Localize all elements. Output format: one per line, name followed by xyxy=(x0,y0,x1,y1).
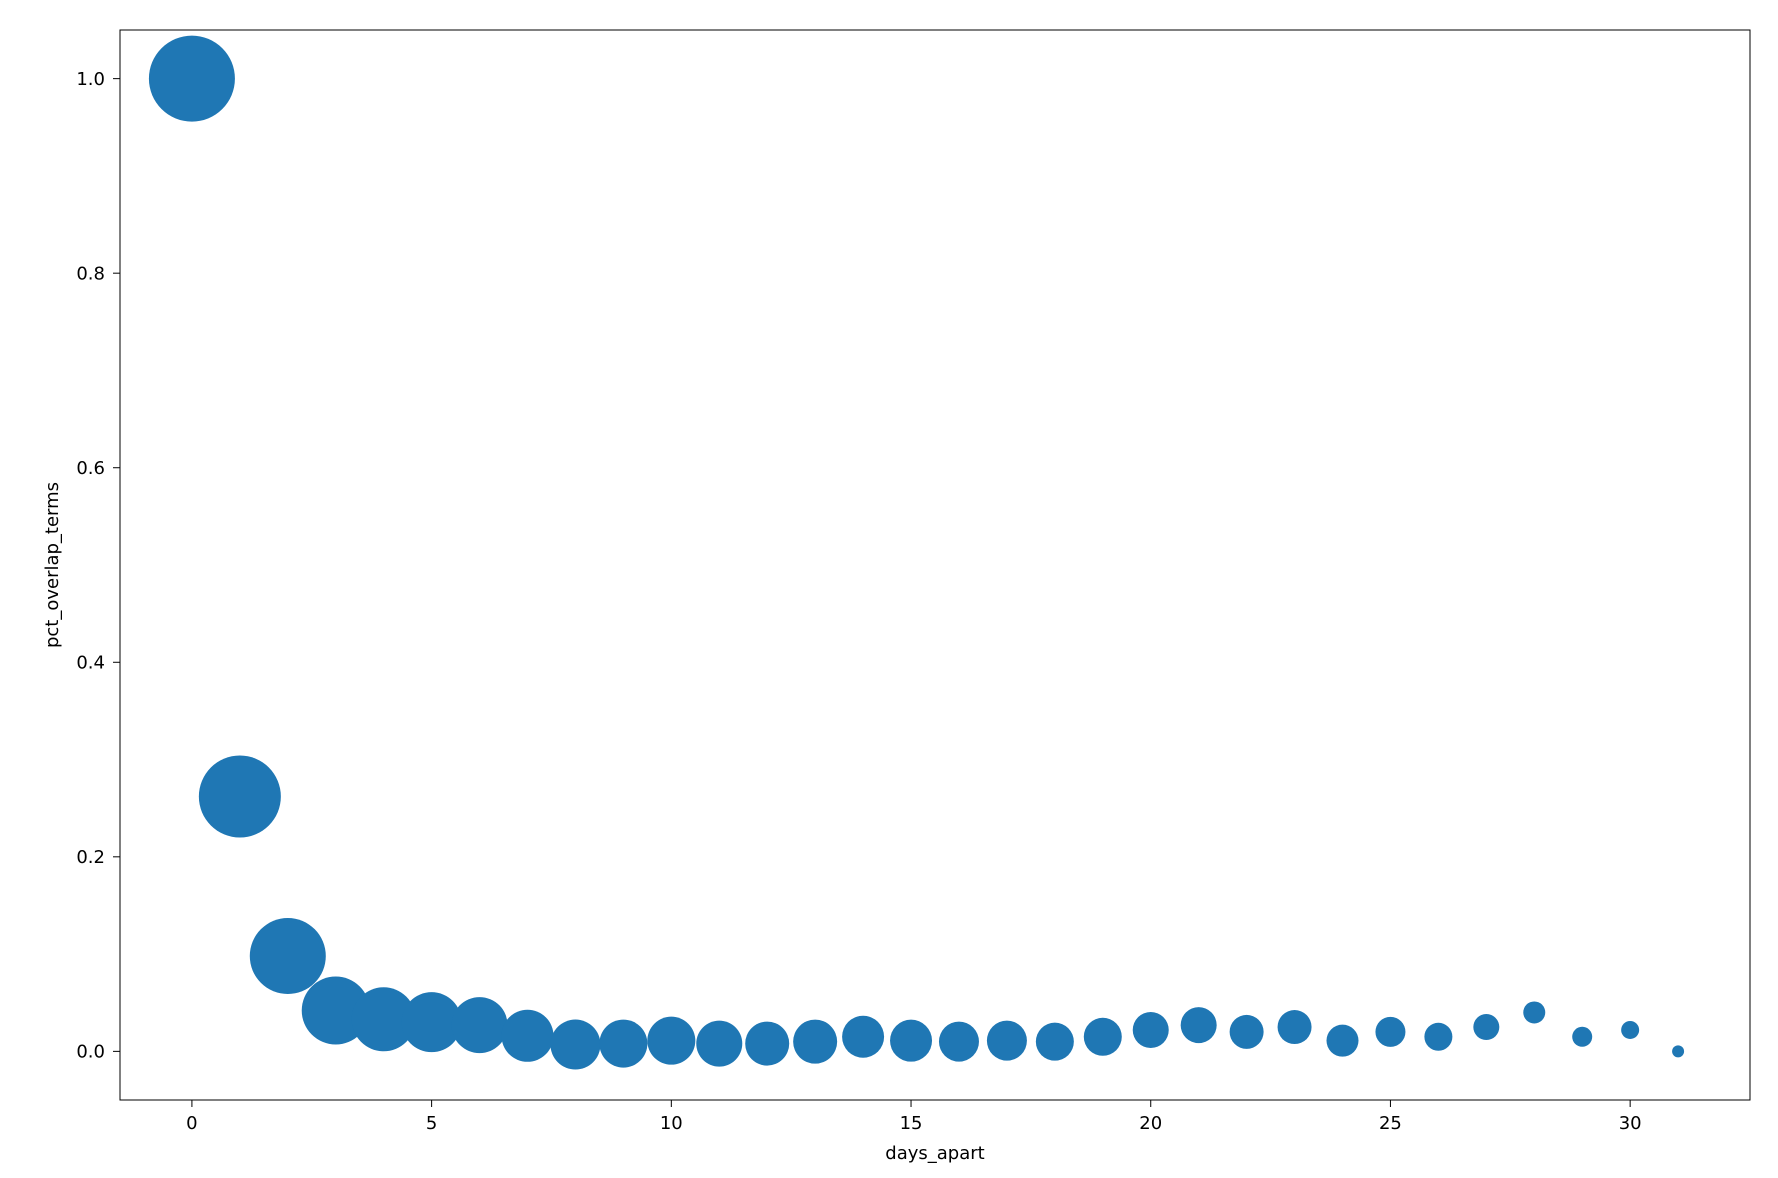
x-tick-label: 0 xyxy=(186,1113,197,1134)
scatter-point xyxy=(745,1022,789,1066)
y-tick-label: 0.4 xyxy=(76,653,105,674)
chart-svg: 0 5 10 15 20 25 30 0.0 0.2 0.4 0.6 0.8 1.0 days_apart… xyxy=(0,0,1778,1178)
x-tick-label: 25 xyxy=(1379,1113,1402,1134)
scatter-point xyxy=(452,997,508,1053)
y-tick-label: 0.2 xyxy=(76,847,105,868)
scatter-point xyxy=(842,1016,884,1058)
scatter-points xyxy=(149,36,1684,1070)
scatter-point xyxy=(890,1020,932,1062)
x-tick-label: 15 xyxy=(900,1113,923,1134)
scatter-point xyxy=(987,1021,1027,1061)
scatter-point xyxy=(793,1020,837,1064)
scatter-point xyxy=(1473,1014,1499,1040)
scatter-chart: 0 5 10 15 20 25 30 0.0 0.2 0.4 0.6 0.8 1.0 days_apart… xyxy=(0,0,1778,1178)
scatter-point xyxy=(599,1020,647,1068)
scatter-point xyxy=(647,1017,695,1065)
scatter-point xyxy=(1278,1010,1312,1044)
scatter-point xyxy=(1572,1027,1592,1047)
y-tick-label: 0.6 xyxy=(76,458,105,479)
scatter-point xyxy=(1424,1023,1452,1051)
scatter-point xyxy=(1230,1015,1264,1049)
scatter-point xyxy=(1523,1001,1545,1023)
scatter-point xyxy=(696,1021,742,1067)
x-axis-label: days_apart xyxy=(885,1143,984,1164)
scatter-point xyxy=(149,36,235,122)
x-tick-label: 30 xyxy=(1619,1113,1642,1134)
x-tick-label: 20 xyxy=(1139,1113,1162,1134)
scatter-point xyxy=(502,1010,554,1062)
scatter-point xyxy=(1672,1045,1684,1057)
scatter-point xyxy=(1621,1021,1639,1039)
y-tick-label: 1.0 xyxy=(76,69,105,90)
plot-border xyxy=(120,30,1750,1100)
scatter-point xyxy=(1181,1007,1217,1043)
y-tick-label: 0.0 xyxy=(76,1042,105,1063)
scatter-point xyxy=(939,1022,979,1062)
scatter-point xyxy=(199,756,281,838)
scatter-point xyxy=(1375,1017,1405,1047)
x-tick-label: 5 xyxy=(426,1113,437,1134)
scatter-point xyxy=(1133,1012,1169,1048)
scatter-point xyxy=(550,1020,600,1070)
x-tick-label: 10 xyxy=(660,1113,683,1134)
scatter-point xyxy=(1036,1023,1074,1061)
scatter-point xyxy=(1327,1025,1359,1057)
y-tick-label: 0.8 xyxy=(76,263,105,284)
y-axis-label: pct_overlap_terms xyxy=(42,482,63,648)
scatter-point xyxy=(250,918,326,994)
scatter-point xyxy=(1084,1018,1122,1056)
